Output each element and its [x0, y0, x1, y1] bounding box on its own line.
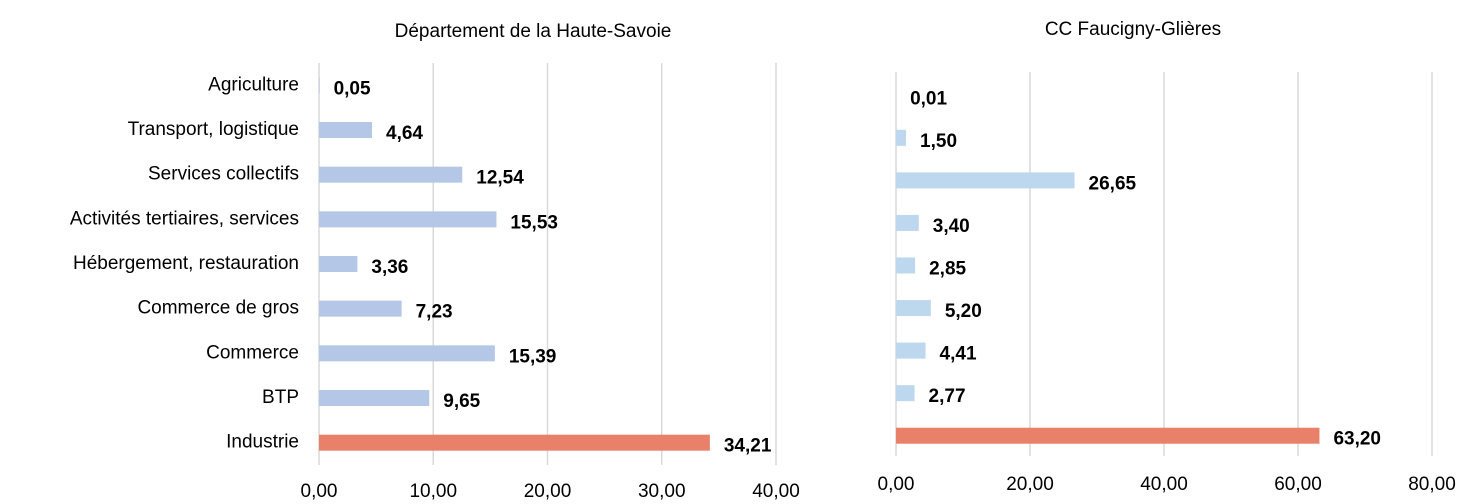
value-label: 1,50	[920, 131, 957, 152]
value-label: 4,64	[386, 123, 423, 144]
value-label: 15,39	[509, 346, 557, 367]
bar	[319, 256, 358, 272]
x-tick-label: 60,00	[1274, 474, 1322, 495]
y-tick-label: Commerce	[206, 342, 299, 363]
bar	[319, 211, 497, 228]
bar	[896, 214, 919, 231]
chart-title: Département de la Haute-Savoie	[395, 21, 672, 42]
bar	[319, 122, 373, 138]
x-tick-label: 20,00	[1006, 474, 1054, 495]
value-label: 15,53	[510, 212, 558, 233]
x-tick-label: 40,00	[1140, 474, 1188, 495]
x-tick-label: 0,00	[878, 474, 915, 495]
y-tick-label: Services collectifs	[148, 164, 299, 185]
y-tick-label: BTP	[262, 387, 299, 408]
value-label: 63,20	[1333, 429, 1381, 450]
value-label: 9,65	[443, 391, 480, 412]
value-label: 3,40	[933, 216, 970, 237]
chart-title: CC Faucigny-Glières	[1045, 19, 1221, 40]
value-label: 4,41	[940, 344, 977, 365]
x-tick-label: 20,00	[524, 481, 572, 502]
bar	[319, 77, 320, 94]
bar	[896, 300, 931, 317]
value-label: 3,36	[371, 257, 408, 278]
bar	[319, 434, 710, 451]
bar	[319, 345, 495, 362]
y-tick-label: Industrie	[226, 432, 299, 453]
value-label: 5,20	[945, 301, 982, 322]
value-label: 0,01	[910, 88, 947, 109]
value-label: 7,23	[416, 302, 453, 323]
x-tick-label: 40,00	[752, 481, 800, 502]
bar	[896, 129, 907, 146]
y-tick-label: Hébergement, restauration	[73, 253, 299, 274]
y-tick-label: Agriculture	[208, 74, 299, 95]
bar	[896, 172, 1075, 189]
bar	[319, 300, 402, 317]
x-tick-label: 0,00	[301, 481, 338, 502]
bar	[319, 166, 463, 183]
bar	[896, 257, 916, 274]
bar	[896, 427, 1320, 444]
y-tick-label: Commerce de gros	[137, 298, 299, 319]
y-tick-label: Activités tertiaires, services	[70, 208, 299, 229]
bar	[896, 385, 915, 402]
value-label: 2,77	[929, 386, 966, 407]
value-label: 12,54	[476, 168, 524, 189]
x-tick-label: 30,00	[638, 481, 686, 502]
value-label: 34,21	[724, 436, 772, 457]
value-label: 26,65	[1089, 173, 1137, 194]
bar	[896, 342, 926, 359]
y-tick-label: Transport, logistique	[128, 119, 299, 140]
value-label: 0,05	[334, 78, 371, 99]
bar	[319, 390, 430, 406]
x-tick-label: 80,00	[1408, 474, 1456, 495]
x-tick-label: 10,00	[409, 481, 457, 502]
value-label: 2,85	[929, 259, 966, 280]
